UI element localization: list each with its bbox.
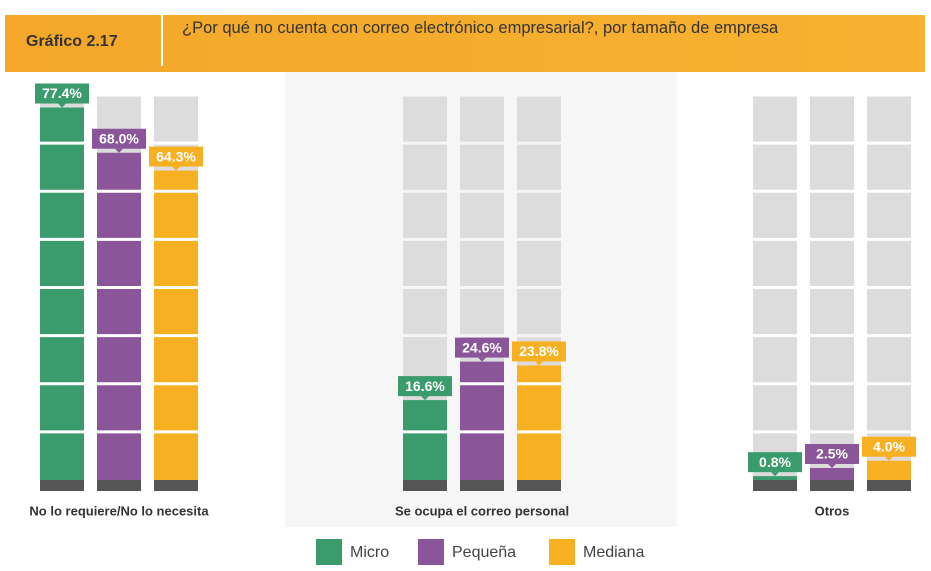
x-tick-label: Se ocupa el correo personal [395, 503, 569, 518]
bar-bg-segment [460, 192, 504, 238]
bar-bg-segment [810, 192, 854, 238]
value-label-bg [149, 146, 203, 167]
bar-bg-segment [753, 96, 797, 142]
bar-bg-segment [460, 289, 504, 335]
value-label-pointer [58, 103, 66, 108]
bar [753, 476, 797, 480]
bar-bg-segment [517, 96, 561, 142]
legend-label: Mediana [583, 544, 644, 561]
bar-bg-segment [403, 192, 447, 238]
bar-bg-segment [460, 144, 504, 190]
bar-base [753, 480, 797, 491]
bar-bg-segment [867, 385, 911, 431]
value-label-bg [748, 452, 802, 473]
bar-bg-segment [810, 385, 854, 431]
value-label: 68.0% [99, 130, 139, 146]
value-label-bg [35, 83, 89, 104]
bar-base [517, 480, 561, 491]
bar-base [867, 480, 911, 491]
value-label: 16.6% [405, 378, 445, 394]
bar-bg-segment [867, 144, 911, 190]
header-bar [5, 15, 925, 72]
value-label: 0.8% [759, 454, 791, 470]
value-label-bg [805, 443, 859, 464]
bar-bg-segment [517, 240, 561, 286]
bar-bg-segment [403, 337, 447, 383]
bar-bg-segment [867, 337, 911, 383]
bar-bg-segment [753, 192, 797, 238]
bar-base [40, 480, 84, 491]
legend-label: Micro [350, 544, 389, 561]
value-label-pointer [172, 166, 180, 171]
bar-bg-segment [810, 337, 854, 383]
bar-bg-segment [403, 144, 447, 190]
bar [403, 400, 447, 480]
bar-bg-segment [403, 289, 447, 335]
value-label-pointer [771, 472, 779, 477]
bar-bg-segment [867, 240, 911, 286]
bar-base [810, 480, 854, 491]
bar-bg-segment [810, 96, 854, 142]
value-label-pointer [115, 148, 123, 153]
chart-title: ¿Por qué no cuenta con correo electrónic… [182, 19, 779, 37]
value-label-bg [862, 436, 916, 457]
value-label-bg [455, 337, 509, 358]
legend-label: Pequeña [452, 544, 516, 561]
value-label: 77.4% [42, 85, 82, 101]
bar-bg-segment [810, 240, 854, 286]
value-label: 2.5% [816, 446, 848, 462]
bar-bg-segment [753, 289, 797, 335]
bar-bg-segment [753, 240, 797, 286]
value-label: 23.8% [519, 343, 559, 359]
value-label: 4.0% [873, 438, 905, 454]
bar-bg-segment [867, 96, 911, 142]
value-label-bg [92, 128, 146, 149]
value-label-pointer [421, 396, 429, 401]
bar [97, 152, 141, 480]
bar-bg-segment [517, 289, 561, 335]
bar-bg-segment [810, 289, 854, 335]
bar-bg-segment [810, 144, 854, 190]
bar-bg-segment [517, 144, 561, 190]
value-label: 24.6% [462, 339, 502, 355]
legend-swatch [549, 539, 575, 565]
value-label-pointer [828, 463, 836, 468]
bar [40, 107, 84, 480]
value-label-bg [512, 341, 566, 362]
chart-label: Gráfico 2.17 [26, 33, 118, 50]
value-label-pointer [535, 361, 543, 366]
bar-bg-segment [753, 385, 797, 431]
bar-base [403, 480, 447, 491]
legend-swatch [316, 539, 342, 565]
bar-bg-segment [403, 240, 447, 286]
bar-bg-segment [460, 96, 504, 142]
bar-bg-segment [403, 96, 447, 142]
bar [460, 361, 504, 480]
bar-bg-segment [753, 337, 797, 383]
value-label: 64.3% [156, 148, 196, 164]
bar-base [97, 480, 141, 491]
x-tick-label: No lo requiere/No lo necesita [29, 503, 209, 518]
bar-bg-segment [867, 289, 911, 335]
x-tick-label: Otros [815, 503, 850, 518]
value-label-pointer [885, 456, 893, 461]
bar-bg-segment [460, 240, 504, 286]
bar-base [460, 480, 504, 491]
bar-bg-segment [517, 192, 561, 238]
bar [867, 460, 911, 480]
bar [154, 170, 198, 480]
bar-base [154, 480, 198, 491]
value-label-bg [398, 376, 452, 397]
bar-bg-segment [753, 144, 797, 190]
value-label-pointer [478, 357, 486, 362]
bar-bg-segment [867, 192, 911, 238]
bar-bg-segment [154, 96, 198, 142]
bar [810, 467, 854, 480]
legend-swatch [418, 539, 444, 565]
